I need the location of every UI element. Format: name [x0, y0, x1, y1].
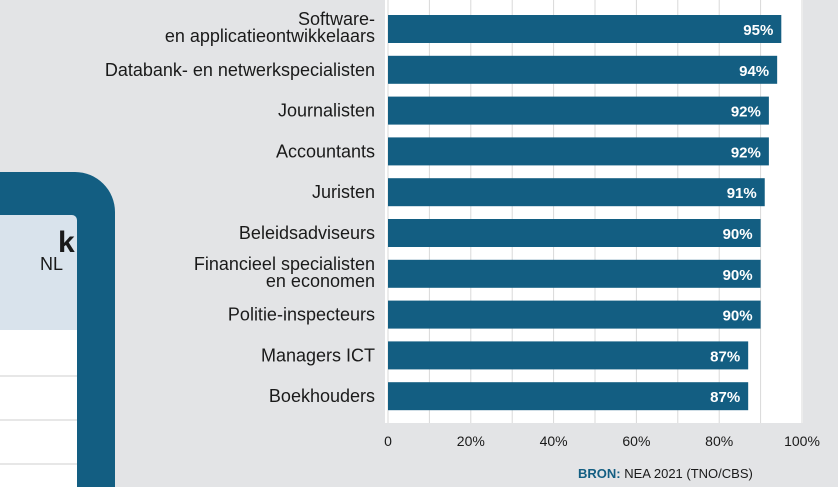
category-labels: Software-en applicatieontwikkelaars Datab… [105, 9, 375, 406]
category-label: Accountants [276, 141, 375, 161]
bar [388, 259, 761, 288]
value-label: 87% [710, 389, 740, 406]
x-tick-label: 40% [540, 433, 568, 449]
bar [388, 341, 749, 370]
source-note: BRON: NEA 2021 (TNO/CBS) [578, 466, 753, 481]
value-label: 90% [723, 308, 753, 325]
bar [388, 219, 761, 247]
bars [388, 15, 782, 411]
value-label: 94% [739, 63, 769, 80]
category-label: Politie-inspecteurs [228, 305, 375, 325]
bar [388, 382, 749, 411]
value-label: 90% [723, 226, 753, 243]
x-tick-label: 60% [622, 433, 650, 449]
value-label: 91% [727, 185, 757, 202]
value-label: 90% [723, 267, 753, 284]
bar [388, 178, 765, 207]
value-label: 92% [731, 104, 761, 121]
bar [388, 55, 778, 84]
x-tick-label: 100% [784, 433, 820, 449]
category-label: Managers ICT [261, 345, 375, 365]
bar [388, 15, 782, 43]
value-label: 87% [710, 348, 740, 365]
bar [388, 137, 769, 166]
x-tick-label: 80% [705, 433, 733, 449]
x-axis-ticks: 0 20% 40% 60% 80% 100% [384, 433, 820, 449]
category-label: Beleidsadviseurs [239, 223, 375, 243]
source-label: BRON: [578, 466, 621, 481]
category-label: Databank- en netwerkspecialisten [105, 60, 375, 80]
category-label: Juristen [312, 182, 375, 202]
background-panel-fragment: NL [40, 254, 63, 274]
value-labels: 95% 94% 92% 92% 91% 90% 90% 90% 87% 87% [710, 22, 773, 406]
background-panel-fragment: k [58, 226, 75, 259]
value-label: 92% [731, 144, 761, 161]
value-label: 95% [743, 22, 773, 39]
background-panel-table [0, 330, 77, 487]
category-label: Journalisten [278, 101, 375, 121]
category-label: Financieel specialisten en economen [194, 254, 375, 291]
category-label: Software-en applicatieontwikkelaars [165, 9, 375, 46]
bar [388, 96, 769, 125]
x-tick-label: 20% [457, 433, 485, 449]
source-text: NEA 2021 (TNO/CBS) [624, 466, 753, 481]
category-label: Boekhouders [269, 386, 375, 406]
bar [388, 300, 761, 329]
x-tick-label: 0 [384, 433, 392, 449]
